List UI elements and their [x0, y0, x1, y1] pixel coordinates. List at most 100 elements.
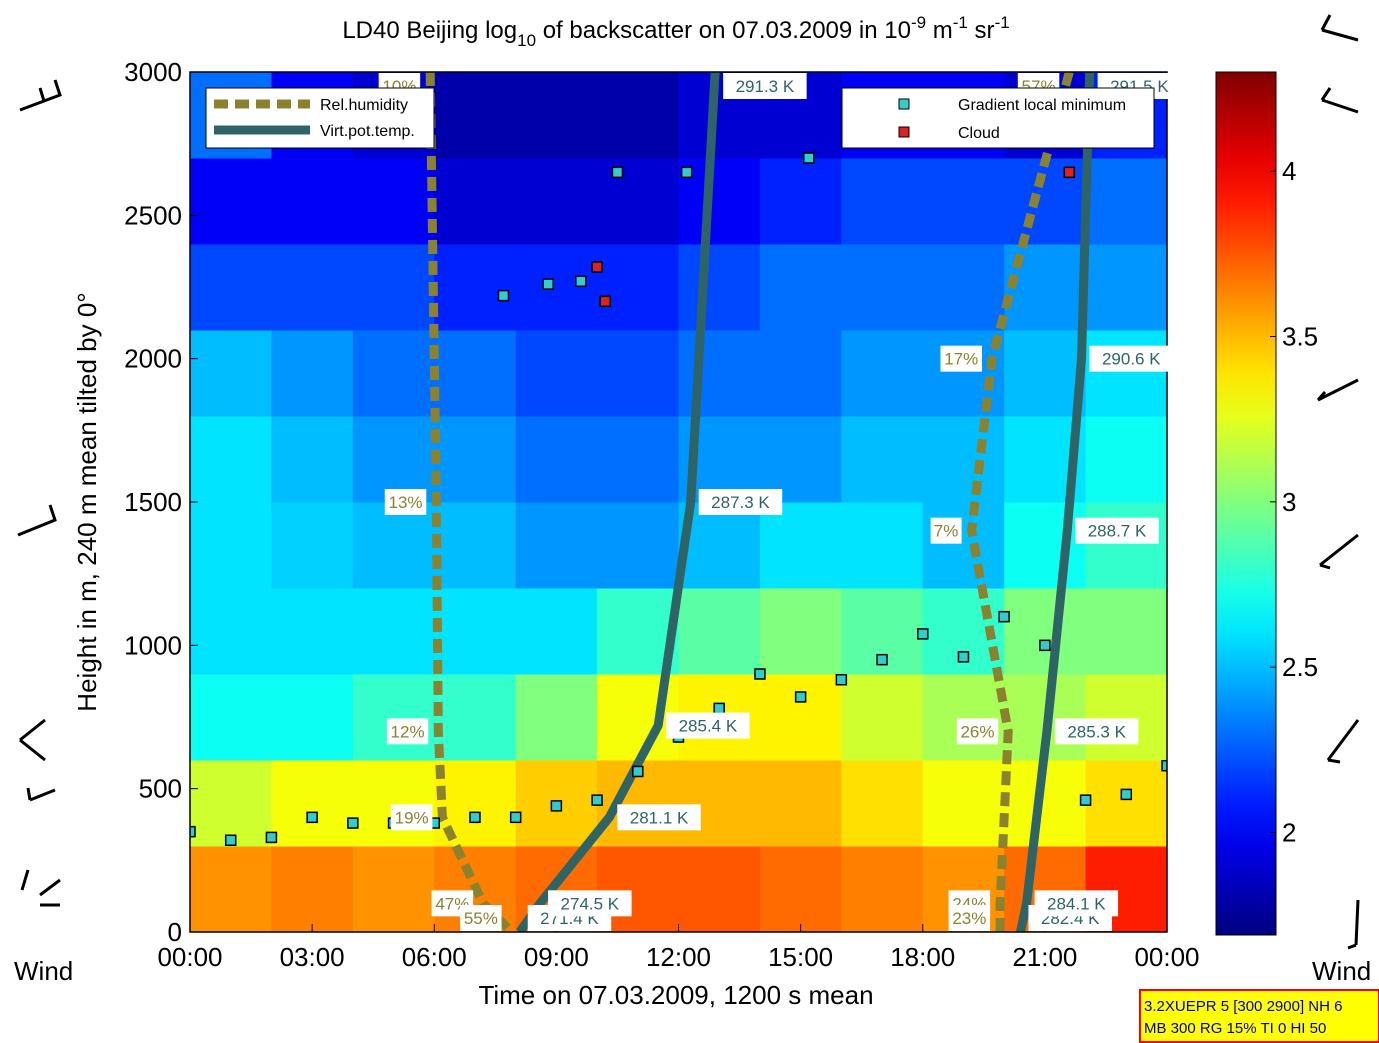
- legend-label: Cloud: [958, 125, 1000, 142]
- heat-cell: [759, 760, 842, 847]
- title-part: of backscatter on 07.03.2009 in 10: [536, 17, 911, 44]
- heat-cell: [678, 244, 761, 331]
- heat-cell: [759, 502, 842, 589]
- label-box: [1054, 718, 1139, 745]
- heat-cell: [678, 846, 761, 932]
- marker: [632, 765, 644, 778]
- heat-cell: [1085, 244, 1167, 331]
- marker: [190, 825, 196, 838]
- heat-cell: [922, 502, 1005, 589]
- heat-cell: [515, 588, 598, 675]
- heat-cell: [678, 330, 761, 417]
- heat-cell: [1085, 674, 1167, 761]
- y-tick-label: 1500: [124, 487, 182, 517]
- heat-cell: [759, 158, 842, 245]
- heat-cell: [271, 588, 354, 675]
- label-box: [617, 804, 701, 831]
- point-label: 13%: [389, 493, 423, 512]
- heat-cell: [190, 244, 272, 331]
- marker: [754, 668, 766, 680]
- x-tick-label: 00:00: [1134, 942, 1199, 972]
- heat-cell: [434, 158, 517, 245]
- heat-cell: [515, 72, 598, 159]
- label-box: [384, 489, 427, 515]
- colorbar-tick-label: 2: [1282, 817, 1296, 847]
- colorbar-tick-label: 3.5: [1282, 322, 1318, 352]
- marker: [957, 651, 970, 663]
- label-box: [390, 804, 433, 831]
- wind-barb: [20, 869, 61, 907]
- legend-label: Rel.humidity: [320, 97, 408, 114]
- title-part: -1: [995, 13, 1010, 32]
- y-tick-label: 1000: [124, 630, 182, 660]
- info-box: [1139, 989, 1379, 1043]
- point-label: 285.3 K: [1067, 722, 1126, 741]
- heat-cell: [841, 674, 924, 761]
- wind-barb: [19, 718, 46, 762]
- title-part: LD40 Beijing log: [342, 17, 517, 44]
- marker: [224, 834, 237, 847]
- heat-cell: [759, 846, 842, 932]
- heat-cell: [434, 72, 517, 159]
- heat-cell: [922, 674, 1005, 761]
- heat-cell: [922, 760, 1005, 847]
- marker: [347, 817, 359, 829]
- marker: [803, 152, 815, 164]
- label-box: [698, 489, 783, 515]
- x-tick-label: 18:00: [890, 942, 955, 972]
- x-tick-label: 12:00: [646, 942, 711, 972]
- heat-cell: [515, 244, 598, 331]
- marker: [575, 275, 587, 288]
- heat-cell: [434, 674, 517, 761]
- point-label: 19%: [395, 808, 429, 827]
- heat-cell: [434, 416, 517, 503]
- point-label: 26%: [960, 722, 994, 741]
- marker: [917, 628, 929, 640]
- colorbar-tick-label: 4: [1282, 156, 1296, 186]
- point-label: 284.1 K: [1047, 894, 1106, 913]
- heat-cell: [841, 244, 924, 331]
- label-box: [386, 718, 429, 745]
- wind-barb: [1326, 719, 1360, 764]
- heat-cell: [434, 502, 517, 589]
- title-part: -9: [911, 13, 926, 32]
- heat-cell: [190, 158, 272, 245]
- heat-cell: [597, 72, 679, 159]
- wind-barb: [1320, 87, 1359, 114]
- wind-barb: [19, 79, 62, 112]
- heat-cell: [271, 158, 354, 245]
- x-tick-label: 00:00: [157, 942, 222, 972]
- point-label: 12%: [391, 722, 425, 741]
- y-tick-label: 2500: [124, 200, 182, 230]
- legend-swatch: [898, 126, 910, 138]
- marker: [876, 653, 888, 666]
- label-box: [930, 517, 962, 544]
- heat-cell: [922, 244, 1005, 331]
- heat-cell: [271, 760, 354, 847]
- heat-cell: [678, 588, 761, 675]
- legend: Gradient local minimum Cloud: [841, 87, 1155, 149]
- marker: [1161, 759, 1167, 772]
- wind-barb: [1316, 378, 1359, 402]
- info-line: 3.2XUEPR 5 [300 2900] NH 6: [1144, 998, 1342, 1015]
- heat-cell: [190, 416, 272, 503]
- marker: [1079, 794, 1092, 806]
- marker: [497, 289, 510, 302]
- heat-cell: [1085, 416, 1167, 503]
- label-box: [460, 905, 502, 931]
- heat-cell: [515, 416, 598, 503]
- chart-title: LD40 Beijing log10 of backscatter on 07.…: [342, 13, 1009, 50]
- heat-cell: [1085, 502, 1167, 589]
- label-box: [1075, 517, 1159, 544]
- heat-cell: [841, 158, 924, 245]
- marker: [599, 295, 611, 308]
- heat-cell: [922, 158, 1005, 245]
- x-tick-label: 06:00: [402, 942, 467, 972]
- marker: [469, 811, 481, 824]
- marker: [1063, 166, 1076, 179]
- heat-cell: [841, 760, 924, 847]
- wind-label: Wind: [14, 956, 73, 986]
- marker: [265, 831, 278, 844]
- legend-label: Virt.pot.temp.: [320, 123, 415, 140]
